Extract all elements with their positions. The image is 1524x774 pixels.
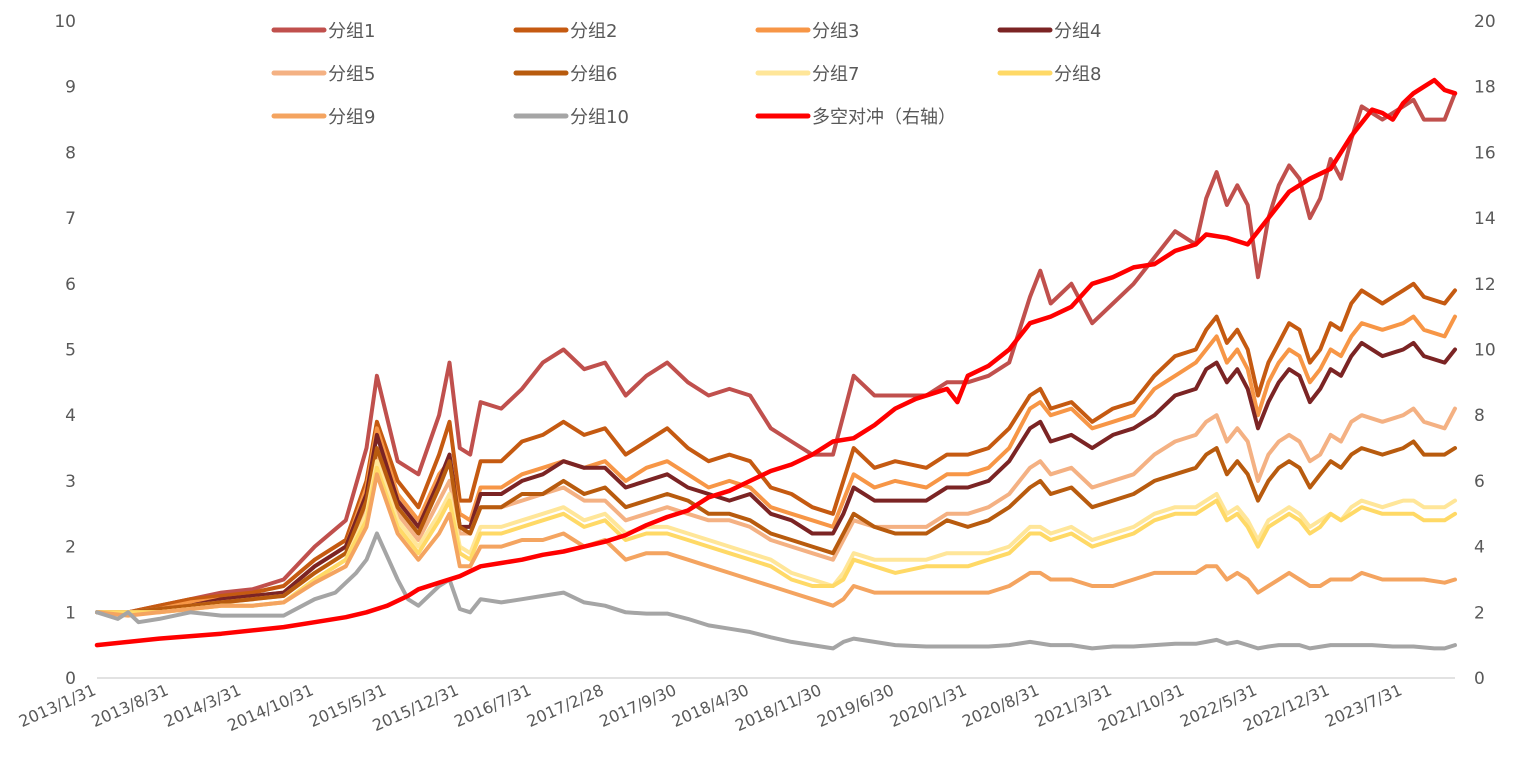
x-tick-label: 2016/7/31: [451, 680, 534, 731]
x-tick-label: 2013/1/31: [16, 680, 99, 731]
left-y-tick-label: 0: [65, 669, 76, 689]
series-line-9: [95, 472, 1457, 618]
series-line-11: [94, 77, 1458, 648]
legend-label: 分组4: [1054, 21, 1101, 42]
right-y-tick-label: 20: [1474, 12, 1496, 32]
right-y-tick-label: 16: [1474, 143, 1496, 163]
right-y-tick-label: 12: [1474, 275, 1496, 295]
legend: 分组1 分组2 分组3 分组4 分组5 分组6 分组7 分组8 分组9 分组10 多空对冲（右轴）: [271, 21, 1101, 128]
right-y-tick-label: 4: [1474, 538, 1485, 558]
right-y-tick-label: 14: [1474, 209, 1496, 229]
left-y-tick-label: 7: [65, 209, 76, 229]
left-y-tick-label: 10: [54, 12, 76, 32]
legend-label: 分组5: [328, 64, 375, 85]
x-tick-label: 2013/8/31: [89, 680, 172, 731]
left-y-tick-label: 6: [65, 275, 76, 295]
legend-label: 分组2: [570, 21, 617, 42]
right-y-tick-label: 18: [1474, 78, 1496, 98]
x-tick-label: 2020/8/31: [959, 680, 1042, 731]
plot-area: [94, 77, 1458, 651]
legend-label: 分组6: [570, 64, 617, 85]
x-tick-label: 2017/2/28: [524, 680, 607, 731]
left-y-tick-label: 1: [65, 603, 76, 623]
series-line-5: [95, 406, 1457, 615]
series-line-10: [95, 531, 1457, 651]
right-y-tick-label: 2: [1474, 603, 1485, 623]
series-line-7: [95, 459, 1457, 615]
left-y-axis: 0 1 2 3 4 5 6 7 8 9 10: [54, 12, 76, 689]
legend-label: 分组3: [812, 21, 859, 42]
x-tick-label: 2020/1/31: [887, 680, 970, 731]
right-y-tick-label: 6: [1474, 472, 1485, 492]
right-y-axis: 0 2 4 6 8 10 12 14 16 18 20: [1474, 12, 1496, 689]
series-line-8: [95, 465, 1457, 615]
left-y-tick-label: 3: [65, 472, 76, 492]
x-axis: 2013/1/312013/8/312014/3/312014/10/31201…: [16, 680, 1405, 735]
right-y-tick-label: 0: [1474, 669, 1485, 689]
left-y-tick-label: 2: [65, 538, 76, 558]
series-line-3: [95, 314, 1457, 615]
x-tick-label: 2019/6/30: [814, 680, 897, 731]
left-y-tick-label: 9: [65, 78, 76, 98]
left-y-tick-label: 5: [65, 341, 76, 361]
left-y-tick-label: 8: [65, 143, 76, 163]
x-tick-label: 2017/9/30: [596, 680, 679, 731]
right-y-tick-label: 8: [1474, 406, 1485, 426]
legend-label: 分组1: [328, 21, 375, 42]
series-line-4: [95, 340, 1457, 615]
legend-label: 分组9: [328, 107, 375, 128]
series-line-2: [95, 281, 1457, 615]
right-y-tick-label: 10: [1474, 341, 1496, 361]
legend-label: 分组8: [1054, 64, 1101, 85]
legend-label: 分组10: [570, 107, 629, 128]
series-line-6: [95, 439, 1457, 615]
x-tick-label: 2023/7/31: [1322, 680, 1405, 731]
legend-label: 分组7: [812, 64, 859, 85]
series-line-1: [95, 91, 1457, 615]
legend-label: 多空对冲（右轴）: [812, 107, 956, 128]
left-y-tick-label: 4: [65, 406, 76, 426]
